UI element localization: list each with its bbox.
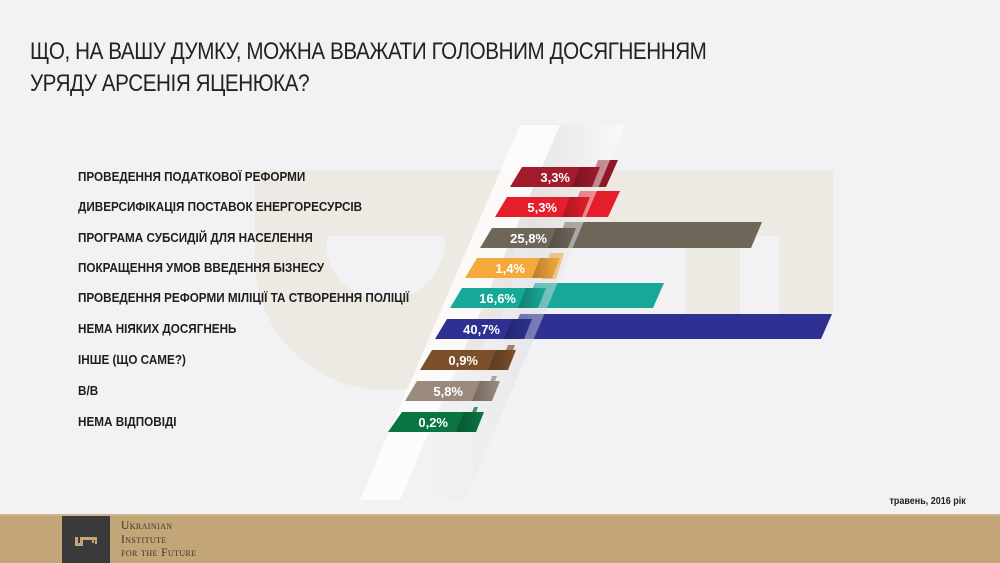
value-label: 3,3% xyxy=(540,170,570,185)
front-bars xyxy=(388,167,600,432)
category-label: ПРОВЕДЕННЯ ПОДАТКОВОЇ РЕФОРМИ xyxy=(78,169,306,184)
fold-ribbon-shadow xyxy=(400,125,625,500)
value-label: 5,8% xyxy=(433,384,463,399)
watermark-bar-left xyxy=(255,170,327,250)
value-label: 25,8% xyxy=(510,231,547,246)
org-name-line-3: for the Future xyxy=(121,547,197,559)
bar-tail-25-8 xyxy=(555,222,762,248)
value-label: 40,7% xyxy=(463,322,500,337)
bar-tail-40-7 xyxy=(510,314,832,339)
category-label: НЕМА ВІДПОВІДІ xyxy=(78,414,177,429)
category-label: ІНШЕ (ЩО САМЕ?) xyxy=(78,352,186,367)
bar-tail-16-6 xyxy=(524,283,664,308)
title-line-2: УРЯДУ АРСЕНІЯ ЯЦЕНЮКА? xyxy=(30,70,310,97)
category-label: В/В xyxy=(78,383,99,398)
category-label: НЕМА НІЯКИХ ДОСЯГНЕНЬ xyxy=(78,321,237,336)
value-label: 16,6% xyxy=(479,291,516,306)
footer: Ukrainian Institute for the Future xyxy=(0,514,1000,563)
fold-ribbon-light xyxy=(360,125,560,500)
category-label: ПРОВЕДЕННЯ РЕФОРМИ МІЛІЦІЇ ТА СТВОРЕННЯ … xyxy=(78,290,410,305)
category-label: ДИВЕРСИФІКАЦІЯ ПОСТАВОК ЕНЕРГОРЕСУРСІВ xyxy=(78,199,363,214)
org-name-line-1: Ukrainian xyxy=(121,520,173,532)
org-name-line-2: Institute xyxy=(121,533,167,546)
category-label: ПОКРАЩЕННЯ УМОВ ВВЕДЕННЯ БІЗНЕСУ xyxy=(78,260,325,275)
logo xyxy=(62,516,110,563)
value-label: 0,9% xyxy=(448,353,478,368)
key-icon xyxy=(75,536,97,546)
watermark-leg-1 xyxy=(686,236,740,314)
category-label: ПРОГРАМА СУБСИДІЙ ДЛЯ НАСЕЛЕННЯ xyxy=(78,230,313,245)
title-line-1: ЩО, НА ВАШУ ДУМКУ, МОЖНА ВВАЖАТИ ГОЛОВНИ… xyxy=(30,38,707,65)
survey-date: травень, 2016 рік xyxy=(889,496,966,507)
value-label: 1,4% xyxy=(495,261,525,276)
value-labels: 3,3% 5,3% 25,8% 1,4% 16,6% 40,7% 0,9% 5,… xyxy=(418,170,570,430)
watermark-leg-2 xyxy=(779,236,833,314)
page-title: ЩО, НА ВАШУ ДУМКУ, МОЖНА ВВАЖАТИ ГОЛОВНИ… xyxy=(30,36,718,100)
value-label: 0,2% xyxy=(418,415,448,430)
organization-name: Ukrainian Institute for the Future xyxy=(121,520,197,561)
value-label: 5,3% xyxy=(527,200,557,215)
